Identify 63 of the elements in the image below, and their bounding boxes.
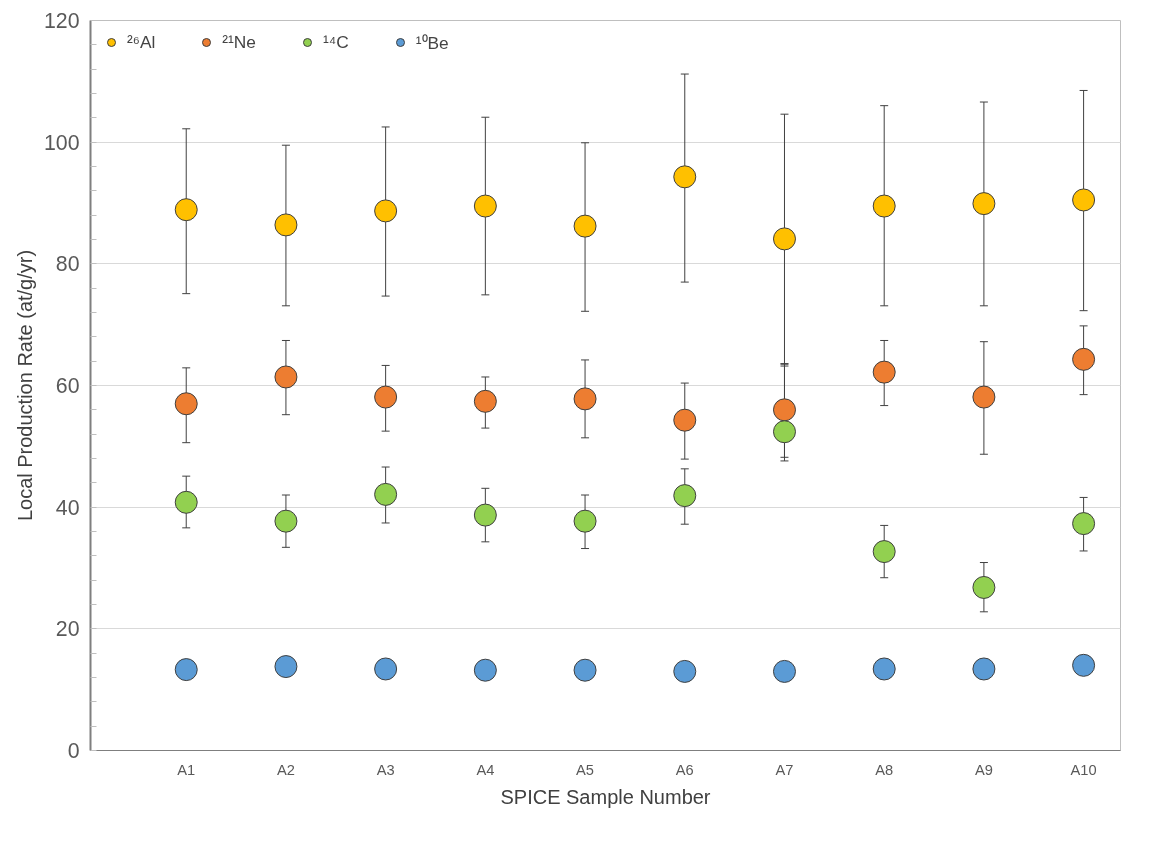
point bbox=[473, 503, 497, 527]
point bbox=[174, 490, 198, 514]
legend-label: ¹⁴C bbox=[323, 31, 349, 53]
point bbox=[573, 509, 597, 533]
point bbox=[374, 385, 398, 409]
point bbox=[274, 655, 298, 679]
legend-label: ²⁶Al bbox=[127, 31, 156, 53]
point bbox=[872, 194, 896, 218]
x-tick-label: A3 bbox=[376, 761, 395, 778]
point bbox=[274, 213, 298, 237]
x-tick-label: A8 bbox=[875, 761, 894, 778]
point bbox=[1072, 347, 1096, 371]
point bbox=[872, 540, 896, 564]
y-tick-label: 20 bbox=[55, 617, 80, 642]
point bbox=[473, 389, 497, 413]
point bbox=[573, 387, 597, 411]
legend-label: ¹⁰Be bbox=[415, 32, 449, 54]
point bbox=[772, 227, 796, 251]
point bbox=[872, 657, 896, 681]
legend-label: ²¹Ne bbox=[222, 31, 257, 53]
point bbox=[573, 214, 597, 238]
x-axis-title: SPICE Sample Number bbox=[500, 785, 711, 808]
y-tick-label: 60 bbox=[55, 374, 80, 398]
point bbox=[772, 420, 796, 444]
point bbox=[174, 658, 198, 682]
point bbox=[374, 482, 398, 506]
y-tick-label: 0 bbox=[67, 739, 80, 763]
y-tick-label: 80 bbox=[55, 252, 80, 277]
point bbox=[274, 509, 298, 533]
point bbox=[972, 385, 996, 409]
y-tick-label: 100 bbox=[43, 130, 80, 155]
point bbox=[872, 360, 896, 384]
point bbox=[1072, 653, 1096, 677]
point bbox=[972, 657, 996, 681]
point bbox=[473, 194, 497, 218]
point bbox=[972, 192, 996, 216]
point bbox=[374, 199, 398, 223]
point bbox=[174, 392, 198, 416]
y-tick-label: 120 bbox=[43, 9, 80, 33]
point bbox=[772, 659, 796, 683]
x-tick-label: A2 bbox=[276, 761, 295, 778]
point bbox=[374, 657, 398, 681]
point bbox=[772, 398, 796, 422]
point bbox=[174, 198, 198, 222]
x-tick-label: A7 bbox=[775, 761, 794, 778]
point bbox=[1072, 188, 1096, 212]
x-tick-label: A6 bbox=[675, 761, 694, 778]
y-axis-title: Local Production Rate (at/g/yr) bbox=[13, 249, 36, 522]
point bbox=[673, 659, 697, 683]
x-tick-label: A4 bbox=[476, 761, 495, 778]
x-tick-label: A1 bbox=[177, 761, 196, 778]
point bbox=[972, 575, 996, 599]
point bbox=[573, 658, 597, 682]
x-tick-label: A5 bbox=[576, 761, 595, 778]
x-tick-label: A10 bbox=[1070, 761, 1097, 778]
point bbox=[673, 165, 697, 189]
point bbox=[673, 408, 697, 432]
point bbox=[473, 658, 497, 682]
point bbox=[673, 484, 697, 508]
y-tick-label: 40 bbox=[55, 495, 80, 520]
x-tick-label: A9 bbox=[974, 761, 993, 778]
point bbox=[274, 365, 298, 389]
point bbox=[1072, 512, 1096, 536]
